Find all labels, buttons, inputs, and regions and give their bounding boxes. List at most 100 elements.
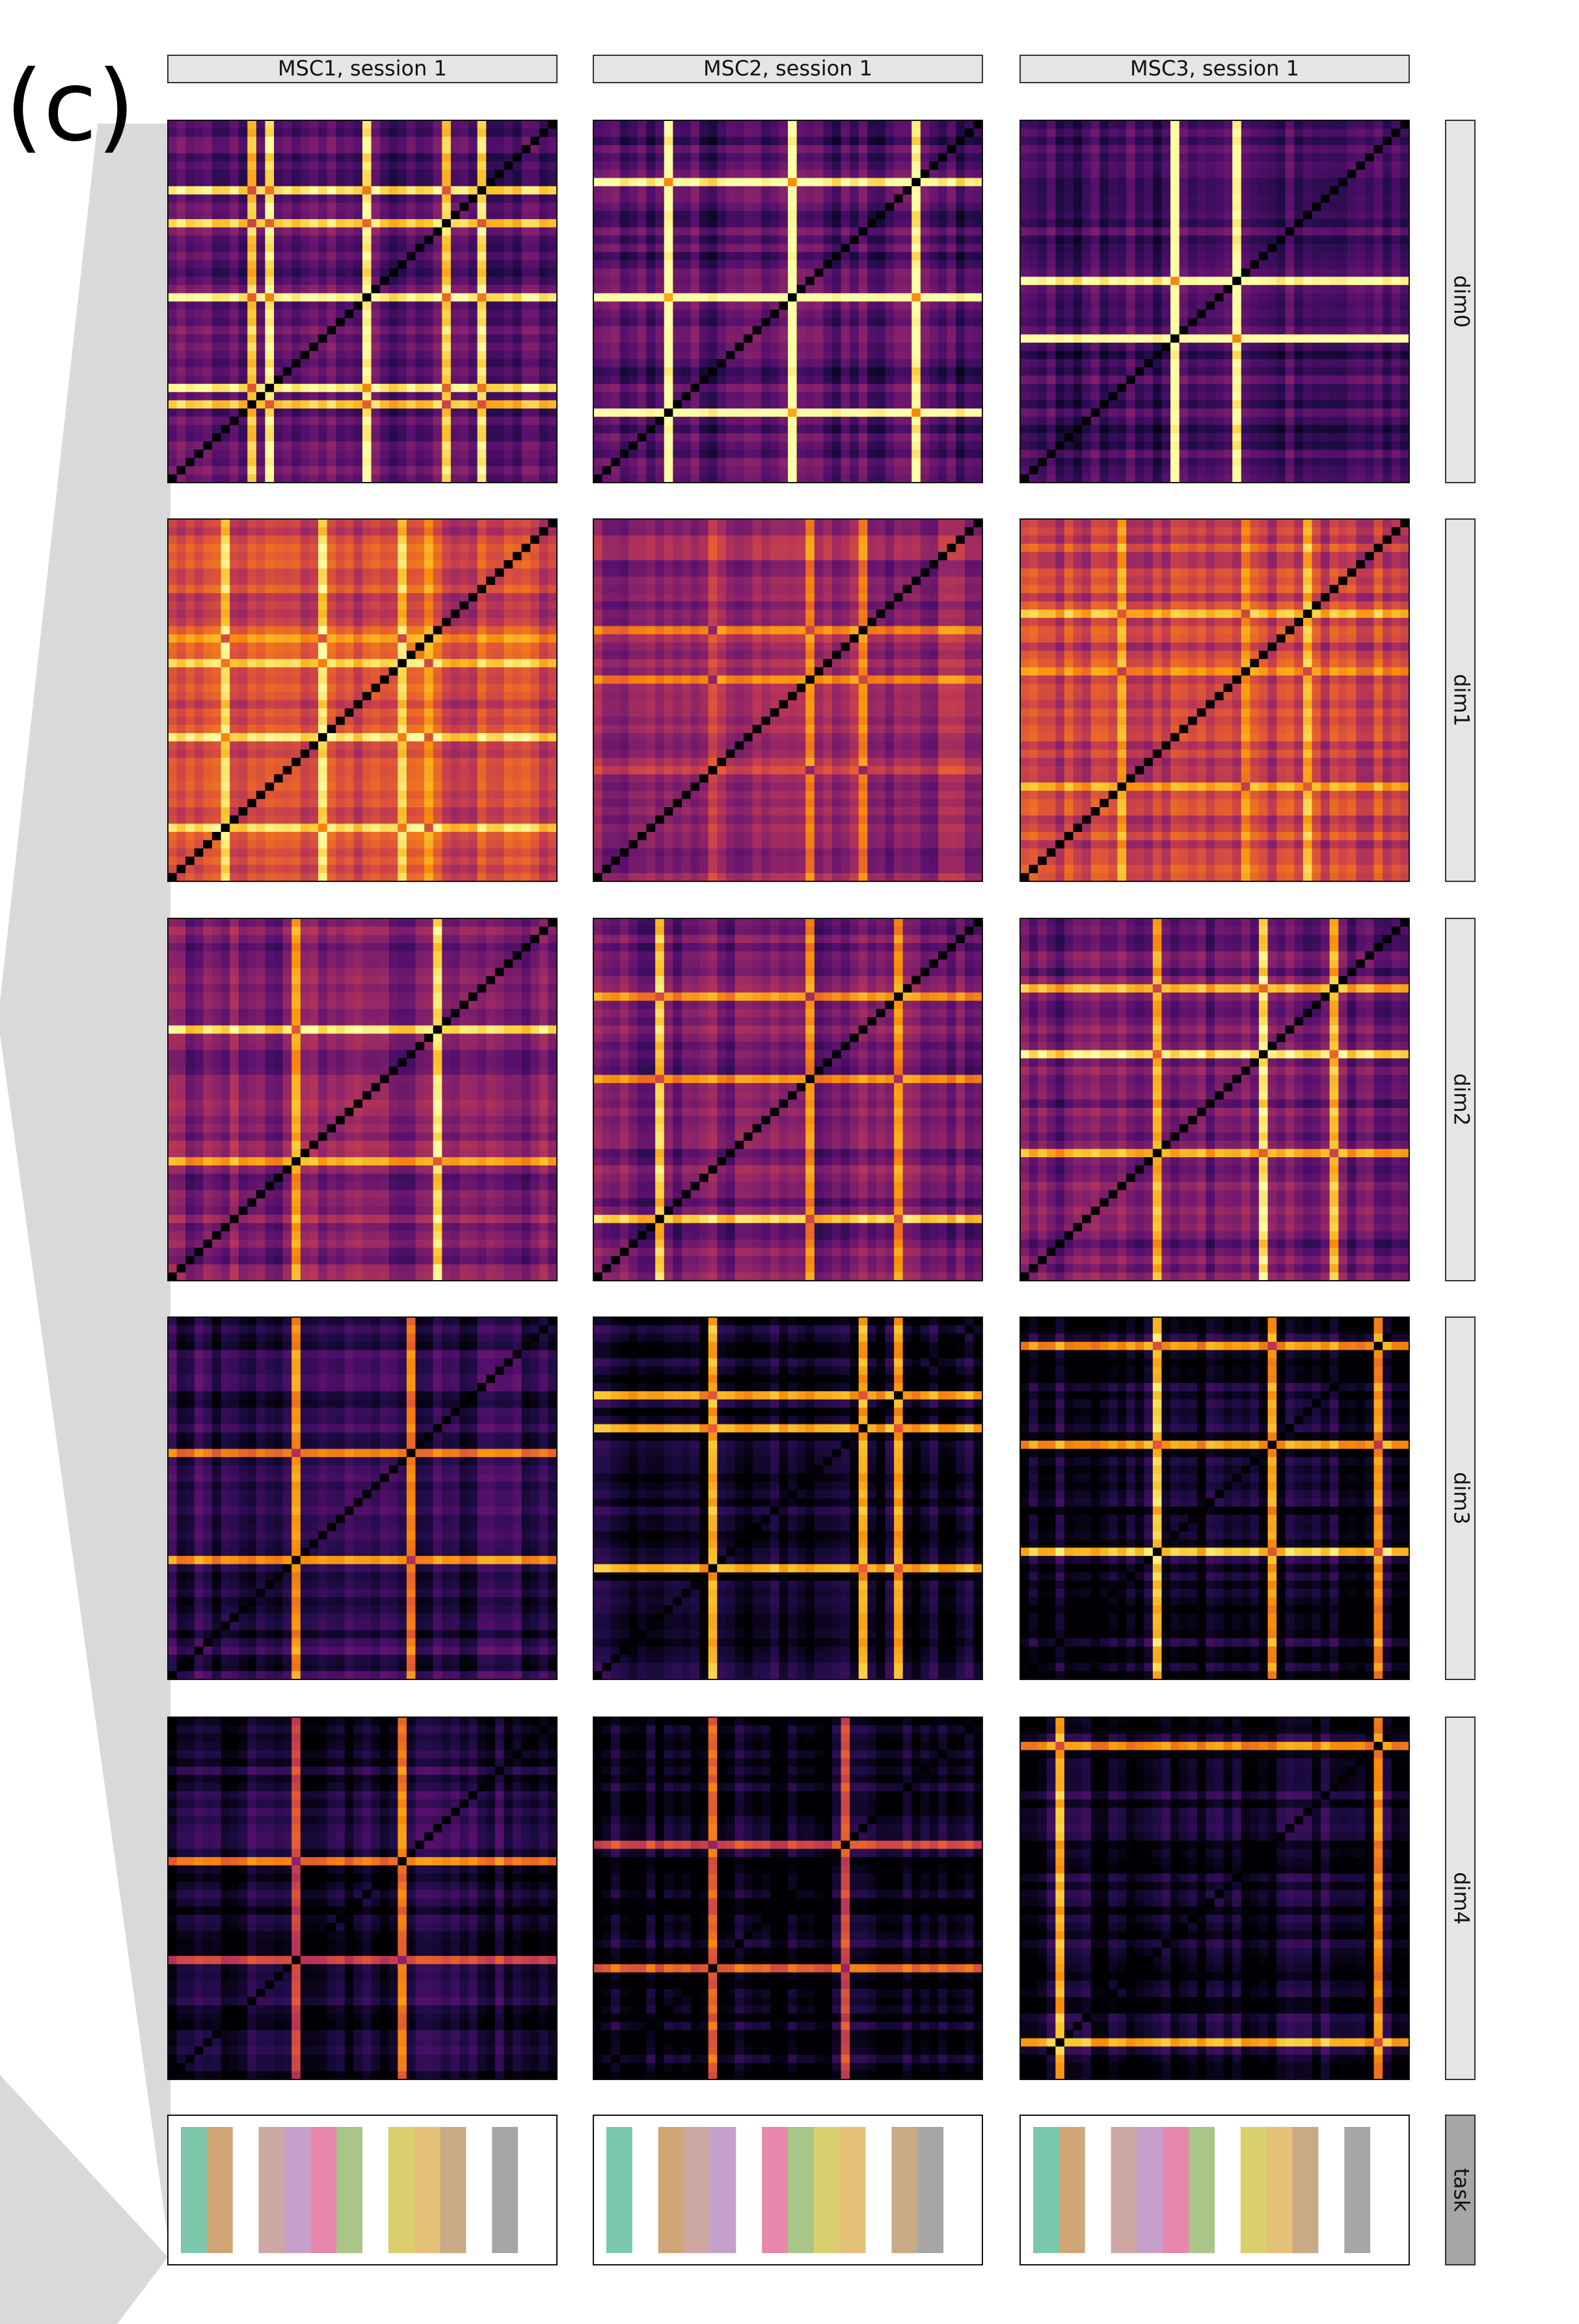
- heatmap-cell: [637, 367, 647, 377]
- heatmap-cell: [477, 351, 487, 360]
- heatmap-cell: [442, 449, 452, 459]
- heatmap-cell: [1267, 310, 1277, 319]
- heatmap-cell: [433, 351, 442, 360]
- heatmap-cell: [1373, 219, 1383, 228]
- heatmap-cell: [300, 359, 310, 368]
- heatmap-cell: [779, 301, 789, 310]
- heatmap-cell: [1383, 276, 1392, 286]
- heatmap-cell: [309, 211, 319, 220]
- heatmap-cell: [1241, 285, 1250, 294]
- heatmap-cell: [938, 458, 948, 467]
- heatmap-cell: [770, 161, 780, 170]
- heatmap-cell: [744, 317, 753, 327]
- heatmap-cell: [902, 137, 912, 146]
- heatmap-cell: [708, 227, 718, 236]
- heatmap-cell: [344, 144, 355, 154]
- heatmap-cell: [902, 425, 912, 434]
- heatmap-cell: [779, 227, 789, 236]
- heatmap-cell: [548, 285, 558, 294]
- heatmap-cell: [459, 367, 469, 377]
- heatmap-cell: [690, 392, 700, 401]
- heatmap-cell: [690, 317, 700, 327]
- heatmap-cell: [752, 449, 762, 459]
- heatmap-cell: [902, 211, 912, 220]
- heatmap-cell: [593, 400, 603, 409]
- heatmap-cell: [779, 433, 789, 442]
- heatmap-cell: [433, 276, 442, 286]
- heatmap-cell: [433, 416, 442, 425]
- heatmap-cell: [194, 317, 204, 327]
- heatmap-cell: [646, 285, 656, 294]
- heatmap-cell: [1170, 219, 1180, 228]
- heatmap-cell: [1188, 161, 1198, 170]
- heatmap-cell: [318, 268, 328, 278]
- heatmap-cell: [362, 416, 372, 425]
- heatmap-cell: [1373, 235, 1383, 245]
- heatmap-cell: [1215, 293, 1224, 302]
- heatmap-cell: [468, 285, 478, 294]
- heatmap-cell: [894, 178, 904, 187]
- heatmap-cell: [539, 285, 549, 294]
- heatmap-cell: [725, 120, 736, 129]
- heatmap-cell: [459, 408, 469, 418]
- heatmap-cell: [548, 466, 558, 475]
- heatmap-cell: [1250, 128, 1260, 137]
- heatmap-cell: [521, 384, 531, 393]
- heatmap-cell: [973, 392, 983, 401]
- heatmap-cell: [788, 285, 798, 294]
- heatmap-cell: [282, 169, 292, 179]
- heatmap-cell: [1276, 194, 1286, 204]
- heatmap-cell: [1312, 235, 1321, 245]
- heatmap-cell: [947, 293, 956, 302]
- heatmap-cell: [938, 178, 948, 187]
- heatmap-cell: [867, 400, 877, 409]
- heatmap-cell: [1090, 317, 1100, 327]
- heatmap-cell: [929, 194, 939, 204]
- heatmap-cell: [814, 235, 824, 245]
- heatmap-cell: [1302, 310, 1313, 319]
- heatmap-cell: [902, 317, 912, 327]
- heatmap-cell: [823, 408, 833, 418]
- heatmap-cell: [1285, 161, 1295, 170]
- heatmap-cell: [1144, 227, 1154, 236]
- heatmap-cell: [238, 458, 248, 467]
- heatmap-cell: [1276, 235, 1286, 245]
- heatmap-cell: [1267, 301, 1277, 310]
- heatmap-cell: [442, 342, 452, 352]
- heatmap-cell: [956, 416, 965, 425]
- heatmap-cell: [344, 128, 355, 137]
- heatmap-cell: [398, 351, 407, 360]
- heatmap-cell: [1020, 285, 1030, 294]
- heatmap-cell: [602, 310, 612, 319]
- heatmap-cell: [646, 466, 656, 475]
- heatmap-cell: [247, 449, 257, 459]
- heatmap-cell: [646, 128, 656, 137]
- heatmap-cell: [468, 293, 478, 302]
- heatmap-cell: [388, 425, 398, 434]
- heatmap-cell: [291, 202, 301, 211]
- heatmap-cell: [973, 235, 983, 245]
- heatmap-cell: [1038, 161, 1047, 170]
- heatmap-cell: [602, 285, 612, 294]
- heatmap-cell: [282, 293, 292, 302]
- heatmap-cell: [1046, 128, 1056, 137]
- heatmap-cell: [779, 285, 789, 294]
- heatmap-cell: [1373, 260, 1383, 269]
- heatmap-cell: [265, 169, 275, 179]
- heatmap-cell: [885, 153, 895, 162]
- heatmap-cell: [717, 285, 727, 294]
- heatmap-cell: [1064, 317, 1074, 327]
- heatmap-cell: [646, 227, 656, 236]
- heatmap-cell: [744, 359, 753, 368]
- heatmap-cell: [646, 375, 656, 384]
- heatmap-cell: [814, 425, 824, 434]
- heatmap-cell: [876, 285, 886, 294]
- heatmap-cell: [814, 375, 824, 384]
- heatmap-cell: [788, 425, 798, 434]
- heatmap-cell: [902, 161, 912, 170]
- heatmap-cell: [920, 400, 930, 409]
- heatmap-cell: [964, 317, 975, 327]
- heatmap-cell: [885, 433, 895, 442]
- heatmap-cell: [1294, 202, 1304, 211]
- heatmap-cell: [1100, 137, 1109, 146]
